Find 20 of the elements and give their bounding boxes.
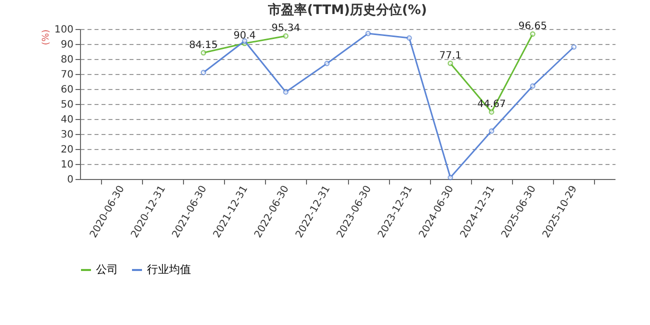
y-tick-label: 100 (54, 24, 74, 36)
y-tick-label: 40 (60, 114, 74, 126)
data-label: 96.65 (518, 21, 548, 32)
y-tick-label: 0 (67, 174, 74, 186)
y-tick-label: 90 (60, 40, 74, 50)
data-label: 84.15 (189, 40, 218, 51)
data-label: 77.1 (439, 50, 462, 62)
chart-title: 市盈率(TTM)历史分位(%) (267, 2, 427, 18)
y-tick-label: 10 (60, 160, 74, 170)
data-label: 90.4 (233, 30, 256, 42)
y-tick-label: 30 (60, 130, 74, 140)
data-label: 95.34 (271, 22, 300, 34)
y-tick-label: 80 (60, 54, 74, 66)
y-tick-label: 70 (60, 70, 74, 80)
y-tick-label: 50 (60, 100, 74, 110)
y-tick-label: 20 (60, 144, 74, 156)
legend-label: 行业均值 (147, 263, 191, 276)
y-axis-title: (%) (41, 30, 52, 46)
legend-label: 公司 (96, 263, 118, 276)
y-tick-label: 60 (60, 84, 74, 96)
